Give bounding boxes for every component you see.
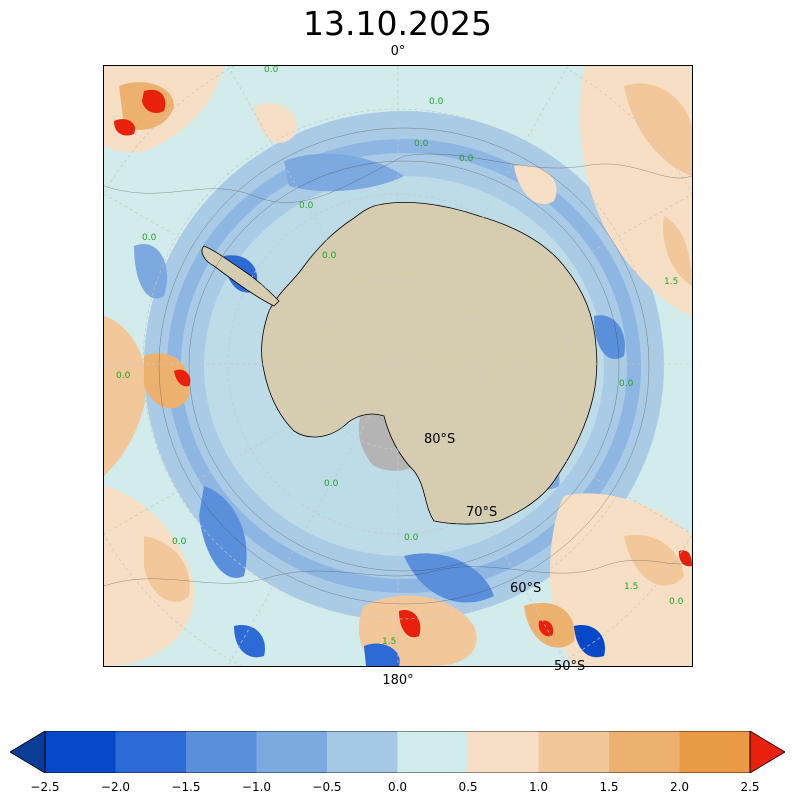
colorbar-outline xyxy=(44,731,751,773)
warm-anomaly-patches xyxy=(104,66,692,666)
colorbar-bin xyxy=(538,731,610,773)
colorbar xyxy=(10,731,785,773)
colorbar-tick-label: 1.0 xyxy=(528,780,549,794)
antarctic-peninsula xyxy=(201,245,280,307)
contour-label: 0.0 xyxy=(459,154,474,164)
polar-map-svg: 0.0 0.0 0.0 0.0 0.0 0.0 0.0 0.0 1.5 1.5 … xyxy=(104,66,692,666)
lat-label-60s: 60°S xyxy=(510,581,541,596)
colorbar-tick-label: 2.0 xyxy=(669,780,690,794)
colorbar-over-arrow xyxy=(749,731,785,773)
contour-label: 1.5 xyxy=(624,582,638,592)
contour-label: 1.5 xyxy=(664,277,678,287)
contour-label: 0.0 xyxy=(116,371,131,381)
map-panel: 0.0 0.0 0.0 0.0 0.0 0.0 0.0 0.0 1.5 1.5 … xyxy=(103,65,693,667)
lat-label-70s: 70°S xyxy=(466,505,497,520)
colorbar-bin xyxy=(327,731,398,773)
colorbar-tick-label: −1.5 xyxy=(171,780,201,794)
lat-label-80s: 80°S xyxy=(424,432,455,447)
colorbar-bin xyxy=(115,731,187,773)
contour-label: 0.0 xyxy=(324,479,339,489)
lon-label-bottom: 180° xyxy=(382,673,414,688)
colorbar-tick-label: −2.0 xyxy=(100,780,131,794)
contour-label: 0.0 xyxy=(619,379,634,389)
colorbar-bin xyxy=(186,731,257,773)
contour-label: 0.0 xyxy=(299,201,314,211)
contour-label: 0.0 xyxy=(172,537,187,547)
contour-label: 0.0 xyxy=(264,66,279,75)
contour-lines xyxy=(104,127,692,605)
lon-label-top: 0° xyxy=(390,44,406,59)
colorbar-bin xyxy=(609,731,680,773)
contour-label: 0.0 xyxy=(429,97,444,107)
colorbar-tick-label: −0.5 xyxy=(312,780,342,794)
colorbar-bin xyxy=(397,731,469,773)
contour-label: 0.0 xyxy=(142,233,157,243)
contour-label: 1.5 xyxy=(382,637,396,647)
colorbar-tick-label: −1.0 xyxy=(241,780,272,794)
contour-label: 0.0 xyxy=(669,597,684,607)
contour-label: 0.0 xyxy=(404,533,419,543)
colorbar-tick-label: 2.5 xyxy=(740,780,760,794)
graticule xyxy=(104,66,692,666)
colorbar-tick-label: −2.5 xyxy=(30,780,60,794)
lat-label-50s: 50°S xyxy=(554,659,586,674)
map-title: 13.10.2025 xyxy=(303,4,492,43)
colorbar-tick-label: 0.5 xyxy=(458,780,478,794)
colorbar-bin xyxy=(45,731,116,773)
contour-label: 0.0 xyxy=(322,251,337,261)
colorbar-under-arrow xyxy=(10,731,46,773)
colorbar-tick-label: 0.0 xyxy=(387,780,408,794)
colorbar-bin xyxy=(468,731,539,773)
colorbar-tick-label: 1.5 xyxy=(599,780,619,794)
colorbar-bin xyxy=(256,731,328,773)
contour-label: 0.0 xyxy=(414,139,429,149)
colorbar-bin xyxy=(679,731,751,773)
